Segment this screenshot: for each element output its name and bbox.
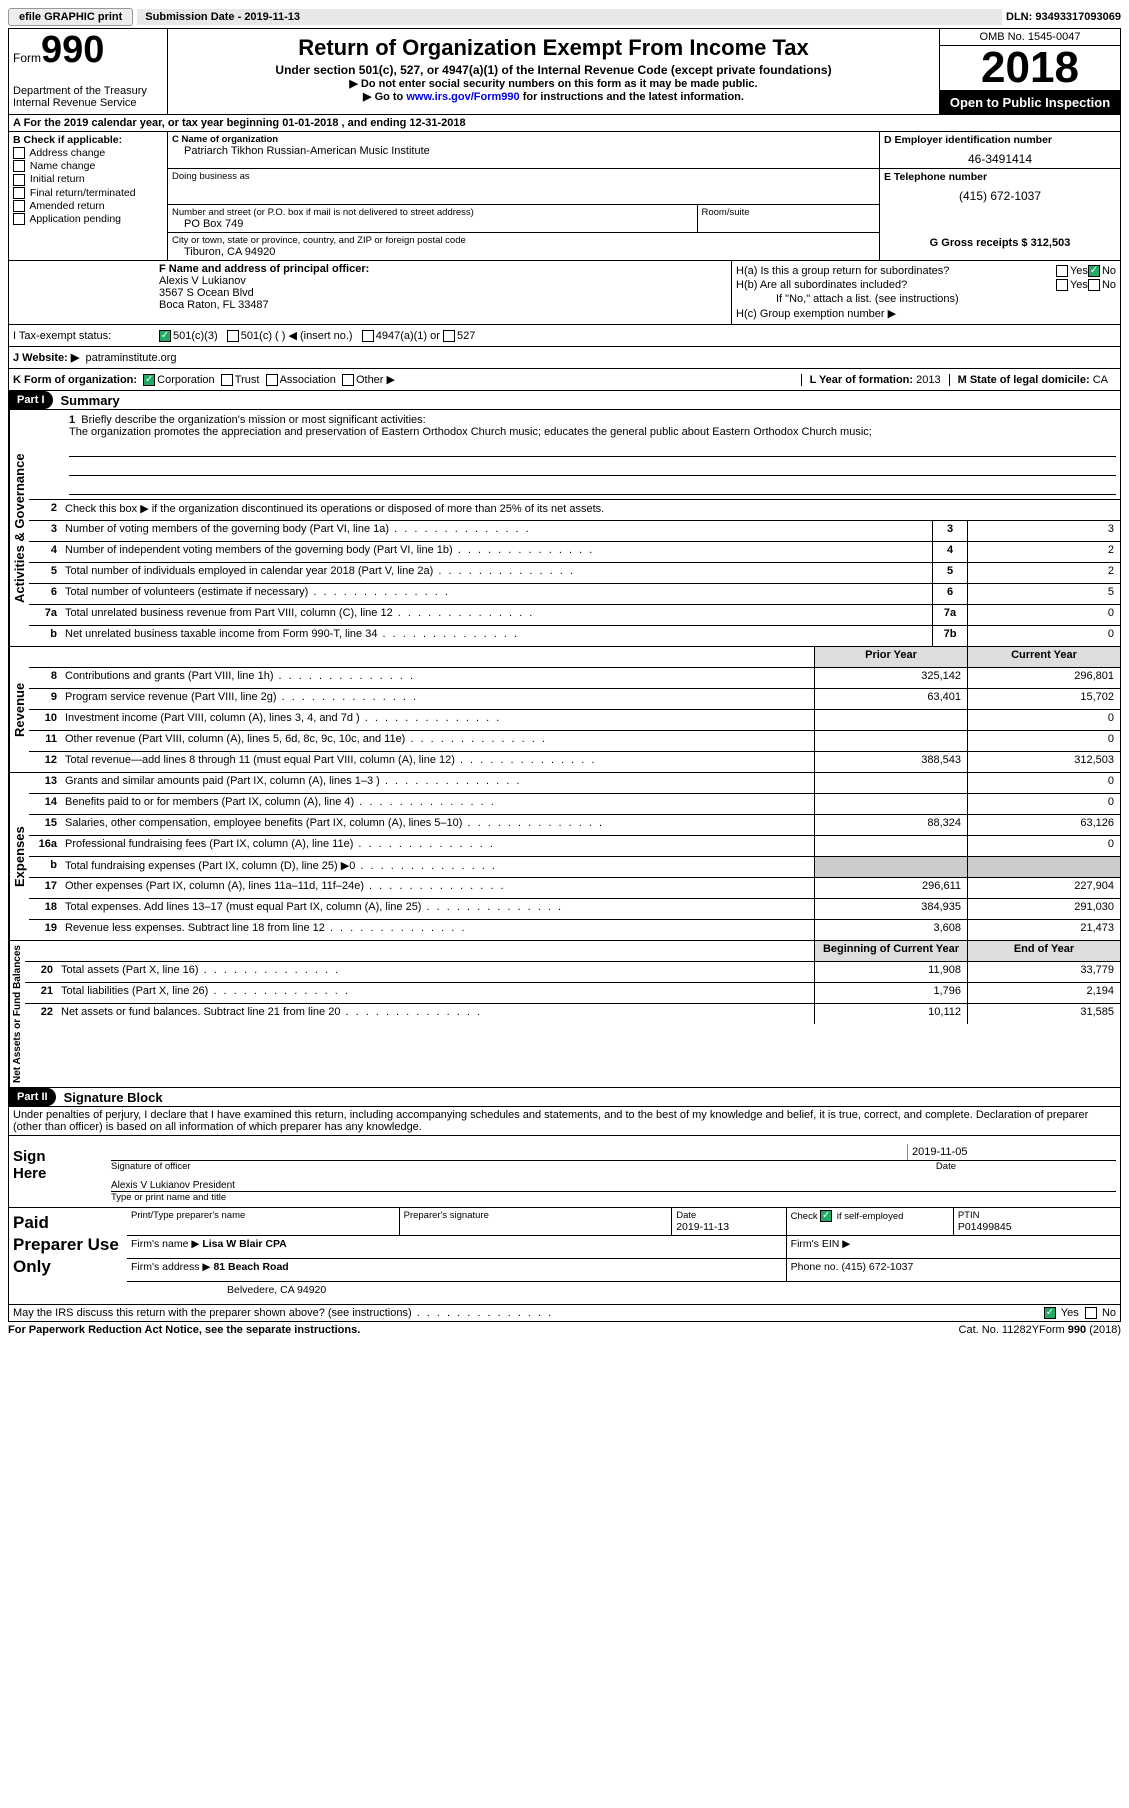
ptin: P01499845 — [958, 1221, 1116, 1233]
checkbox-final-return-terminated[interactable]: Final return/terminated — [13, 187, 163, 199]
summary-row-4: 4Number of independent voting members of… — [29, 541, 1120, 562]
section-h: H(a) Is this a group return for subordin… — [732, 261, 1120, 324]
sign-here-label: Sign Here — [9, 1136, 87, 1207]
paid-preparer-label: Paid Preparer Use Only — [9, 1208, 127, 1304]
submission-date: Submission Date - 2019-11-13 — [137, 9, 1002, 25]
summary-row-11: 11Other revenue (Part VIII, column (A), … — [29, 730, 1120, 751]
self-employed-checkbox[interactable] — [820, 1210, 832, 1222]
mission: 1 Briefly describe the organization's mi… — [29, 410, 1120, 499]
section-j: J Website: ▶ patraminstitute.org — [9, 347, 1120, 369]
tab-activities: Activities & Governance — [9, 410, 29, 646]
summary-row-12: 12Total revenue—add lines 8 through 11 (… — [29, 751, 1120, 772]
website: patraminstitute.org — [85, 352, 176, 364]
summary-row-16a: 16aProfessional fundraising fees (Part I… — [29, 835, 1120, 856]
summary-row-b: bTotal fundraising expenses (Part IX, co… — [29, 856, 1120, 877]
firm-city: Belvedere, CA 94920 — [127, 1282, 1120, 1304]
state-domicile: CA — [1093, 374, 1108, 386]
summary-row-19: 19Revenue less expenses. Subtract line 1… — [29, 919, 1120, 940]
tab-revenue: Revenue — [9, 647, 29, 772]
checkbox-application-pending[interactable]: Application pending — [13, 213, 163, 225]
firm-phone: (415) 672-1037 — [841, 1261, 913, 1273]
checkbox-name-change[interactable]: Name change — [13, 160, 163, 172]
year-formation: 2013 — [916, 374, 940, 386]
form-subtitle-3: Go to www.irs.gov/Form990 for instructio… — [176, 90, 931, 103]
dln: DLN: 93493317093069 — [1006, 11, 1121, 23]
summary-row-7a: 7aTotal unrelated business revenue from … — [29, 604, 1120, 625]
top-toolbar: efile GRAPHIC print Submission Date - 20… — [8, 8, 1121, 26]
section-i: I Tax-exempt status: 501(c)(3) 501(c) ( … — [9, 325, 1120, 347]
efile-print-button[interactable]: efile GRAPHIC print — [8, 8, 133, 26]
discuss-row: May the IRS discuss this return with the… — [9, 1305, 1120, 1321]
tab-expenses: Expenses — [9, 773, 29, 940]
summary-row-17: 17Other expenses (Part IX, column (A), l… — [29, 877, 1120, 898]
city-state-zip: Tiburon, CA 94920 — [172, 246, 875, 258]
tax-year: 2018 — [940, 46, 1120, 91]
summary-row-8: 8Contributions and grants (Part VIII, li… — [29, 667, 1120, 688]
firm-name: Lisa W Blair CPA — [202, 1238, 286, 1250]
form-subtitle-1: Under section 501(c), 527, or 4947(a)(1)… — [176, 63, 931, 77]
officer-name: Alexis V Lukianov President — [111, 1176, 1116, 1191]
summary-row-3: 3Number of voting members of the governi… — [29, 520, 1120, 541]
perjury-statement: Under penalties of perjury, I declare th… — [9, 1107, 1120, 1136]
part1-header: Part I — [9, 391, 53, 409]
street-address: PO Box 749 — [172, 218, 693, 230]
ein: 46-3491414 — [884, 146, 1116, 166]
checkbox-amended-return[interactable]: Amended return — [13, 200, 163, 212]
summary-row-10: 10Investment income (Part VIII, column (… — [29, 709, 1120, 730]
summary-row-14: 14Benefits paid to or for members (Part … — [29, 793, 1120, 814]
summary-row-5: 5Total number of individuals employed in… — [29, 562, 1120, 583]
summary-row-6: 6Total number of volunteers (estimate if… — [29, 583, 1120, 604]
summary-row-22: 22Net assets or fund balances. Subtract … — [25, 1003, 1120, 1024]
summary-row-9: 9Program service revenue (Part VIII, lin… — [29, 688, 1120, 709]
open-inspection: Open to Public Inspection — [940, 91, 1120, 114]
discuss-yes-checkbox[interactable] — [1044, 1307, 1056, 1319]
org-name: Patriarch Tikhon Russian-American Music … — [172, 145, 875, 157]
summary-row-13: 13Grants and similar amounts paid (Part … — [29, 773, 1120, 793]
section-b: B Check if applicable: Address change Na… — [9, 132, 168, 260]
form-title: Return of Organization Exempt From Incom… — [176, 35, 931, 61]
sig-date: 2019-11-05 — [907, 1144, 1116, 1160]
line-a: A For the 2019 calendar year, or tax yea… — [9, 115, 1120, 132]
gross-receipts: G Gross receipts $ 312,503 — [880, 233, 1120, 253]
prep-date: 2019-11-13 — [676, 1221, 781, 1233]
tab-netassets: Net Assets or Fund Balances — [9, 941, 25, 1087]
summary-row-21: 21Total liabilities (Part X, line 26)1,7… — [25, 982, 1120, 1003]
firm-address: 81 Beach Road — [213, 1261, 288, 1273]
form-number: Form990 — [13, 33, 163, 67]
checkbox-address-change[interactable]: Address change — [13, 147, 163, 159]
summary-row-15: 15Salaries, other compensation, employee… — [29, 814, 1120, 835]
form-container: Form990 Department of the Treasury Inter… — [8, 28, 1121, 1322]
telephone: (415) 672-1037 — [884, 183, 1116, 203]
department: Department of the Treasury Internal Reve… — [13, 85, 163, 109]
501c3-checkbox[interactable] — [159, 330, 171, 342]
summary-row-7b: bNet unrelated business taxable income f… — [29, 625, 1120, 646]
summary-row-20: 20Total assets (Part X, line 16)11,90833… — [25, 961, 1120, 982]
part2-header: Part II — [9, 1088, 56, 1106]
summary-row-18: 18Total expenses. Add lines 13–17 (must … — [29, 898, 1120, 919]
checkbox-initial-return[interactable]: Initial return — [13, 173, 163, 185]
form990-link[interactable]: www.irs.gov/Form990 — [406, 91, 519, 103]
form-subtitle-2: Do not enter social security numbers on … — [176, 77, 931, 90]
page-footer: For Paperwork Reduction Act Notice, see … — [8, 1322, 1121, 1338]
section-f: F Name and address of principal officer:… — [9, 261, 732, 324]
section-k: K Form of organization: Corporation Trus… — [9, 369, 1120, 391]
